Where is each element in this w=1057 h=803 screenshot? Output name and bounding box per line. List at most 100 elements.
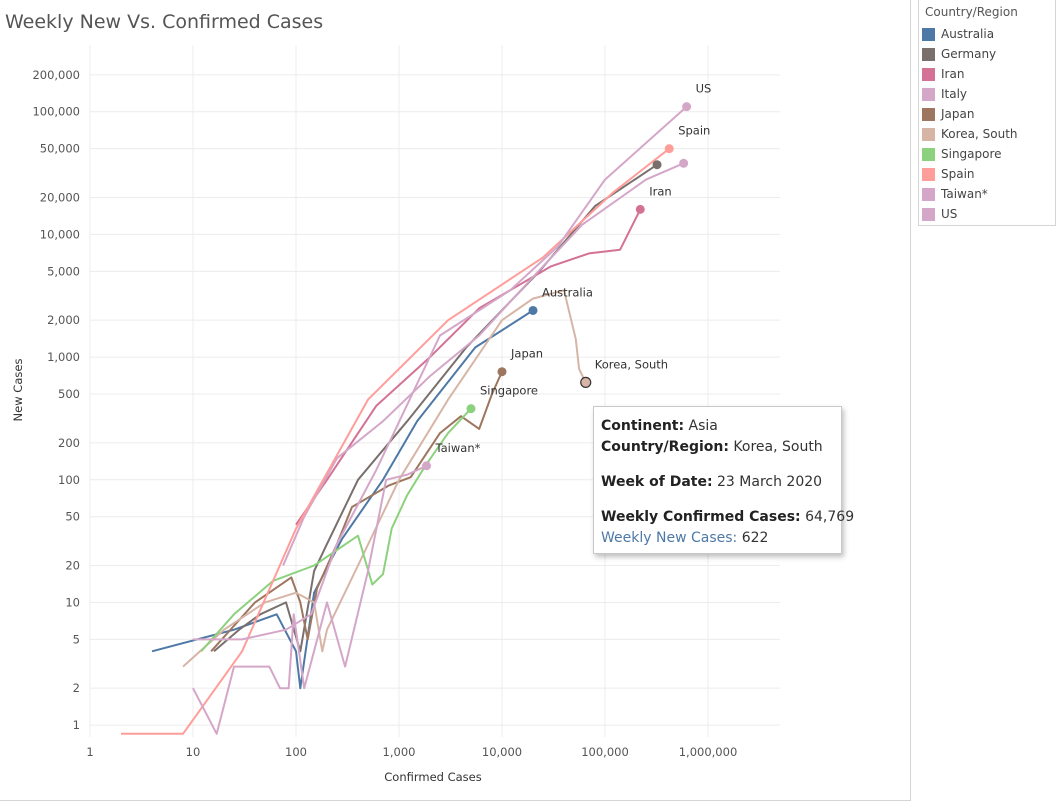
legend-swatch [922,87,935,101]
color-legend: Country/Region Australia Germany Iran Italy… [918,0,1056,226]
legend-label: Iran [941,67,965,81]
legend-label: Italy [941,87,968,101]
series-end-point[interactable] [497,367,507,377]
series-line[interactable] [121,147,670,735]
x-axis-title: Confirmed Cases [384,770,482,784]
y-tick-label: 2 [73,681,80,695]
x-tick-label: 1,000,000 [679,745,738,759]
series-end-label: Singapore [480,384,538,398]
grid-lines [89,45,780,737]
y-tick-label: 1,000 [47,350,80,364]
series-end-point[interactable] [679,158,689,168]
series-end-point[interactable] [664,144,674,154]
legend-swatch [922,167,935,181]
legend-label: Singapore [941,147,1002,161]
legend-swatch [922,27,935,41]
series-end-point[interactable] [682,102,692,112]
axis-ticks: 1 10 100 1,000 10,000 100,000 1,000,000 1 2 5 10 20… [32,68,737,759]
x-tick-label: 1,000 [383,745,416,759]
y-tick-label: 100,000 [32,105,80,119]
legend-item[interactable]: Italy [919,84,1055,104]
legend-item[interactable]: Japan [919,104,1055,124]
tooltip-week-label: Week of Date: [601,474,713,490]
series-lines [121,105,688,735]
legend-label: Germany [941,47,997,61]
legend-item[interactable]: Singapore [919,144,1055,164]
tooltip: Continent: Asia Country/Region: Korea, S… [593,406,854,554]
series-end-markers: Australia Iran Japan Korea, South Singapore S… [422,82,711,471]
legend-item[interactable]: Korea, South [919,124,1055,144]
series-end-label: US [696,82,712,96]
series-line[interactable] [151,309,534,690]
series-end-label: Taiwan* [435,441,481,455]
legend-item[interactable]: US [919,204,1055,224]
y-tick-label: 5,000 [47,264,80,278]
y-tick-label: 2,000 [47,313,80,327]
legend-label: US [941,207,958,221]
panel-divider [910,0,911,801]
tooltip-week-value: 23 March 2020 [717,474,823,490]
y-tick-label: 100 [58,473,80,487]
series-line[interactable] [193,105,688,641]
highlighted-point[interactable] [580,376,592,388]
legend-label: Korea, South [941,127,1018,141]
y-tick-label: 1 [73,718,80,732]
chart-title: Weekly New Vs. Confirmed Cases [5,11,324,33]
series-line[interactable] [282,162,684,566]
legend-label: Spain [941,167,975,181]
legend-label: Taiwan* [941,187,988,201]
tooltip-confirmed-value: 64,769 [805,509,855,525]
x-tick-label: 10,000 [482,745,522,759]
series-end-point[interactable] [528,305,538,315]
x-tick-label: 100,000 [581,745,629,759]
legend-swatch [922,67,935,81]
y-axis-title: New Cases [11,359,25,422]
tooltip-continent-label: Continent: [601,418,685,434]
series-end-label: Australia [542,285,593,299]
tooltip-country-label: Country/Region: [601,439,729,455]
legend-swatch [922,187,935,201]
series-line[interactable] [210,371,503,652]
y-tick-label: 500 [58,387,80,401]
y-tick-label: 50,000 [40,142,80,156]
series-end-point[interactable] [466,404,476,414]
tooltip-new-value: 622 [741,530,769,546]
y-tick-label: 5 [73,632,80,646]
y-tick-label: 10,000 [40,227,80,241]
series-end-label: Spain [678,124,710,138]
series-line[interactable] [192,464,427,735]
tooltip-continent-value: Asia [688,418,718,434]
view-bottom-border [0,800,911,801]
x-tick-label: 1 [86,745,93,759]
legend-item[interactable]: Iran [919,64,1055,84]
legend-swatch [922,207,935,221]
series-end-point[interactable] [635,204,645,214]
legend-swatch [922,127,935,141]
chart-plot[interactable]: 1 10 100 1,000 10,000 100,000 1,000,000 1 2 5 10 20… [0,0,905,800]
legend-item[interactable]: Taiwan* [919,184,1055,204]
legend-item[interactable]: Australia [919,24,1055,44]
legend-swatch [922,47,935,61]
y-tick-label: 50 [65,510,80,524]
legend-label: Japan [941,107,975,121]
legend-title: Country/Region [925,5,1018,19]
y-tick-label: 200 [58,436,80,450]
tooltip-country-value: Korea, South [733,439,823,455]
series-end-point[interactable] [652,160,662,170]
legend-item[interactable]: Spain [919,164,1055,184]
series-end-label: Iran [649,184,671,198]
series-line[interactable] [200,407,472,652]
y-tick-label: 20,000 [40,190,80,204]
series-line[interactable] [295,208,642,526]
legend-swatch [922,107,935,121]
y-tick-label: 10 [65,595,80,609]
legend-swatch [922,147,935,161]
x-tick-label: 100 [285,745,307,759]
series-end-point[interactable] [422,461,432,471]
series-end-label: Japan [510,347,543,361]
series-end-label: Korea, South [595,357,668,371]
x-tick-label: 10 [186,745,201,759]
legend-label: Australia [941,27,995,41]
tooltip-new-label: Weekly New Cases: [601,530,738,546]
legend-item[interactable]: Germany [919,44,1055,64]
